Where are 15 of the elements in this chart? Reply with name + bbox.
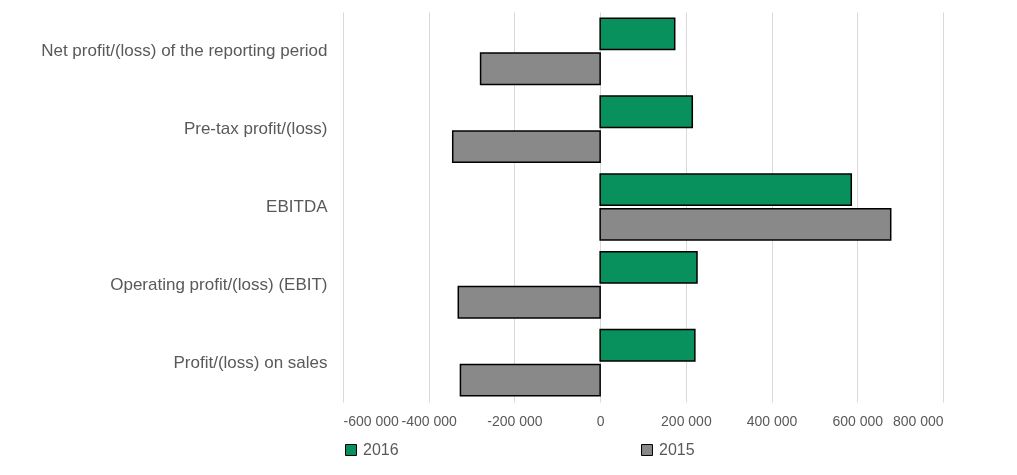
x-tick-label: -200 000 (487, 412, 543, 429)
y-tick-label: Operating profit/(loss) (EBIT) (110, 274, 328, 294)
y-tick-label: Net profit/(loss) of the reporting period (41, 41, 328, 61)
legend-label: 2016 (363, 441, 399, 458)
x-tick-label: -600 000 (343, 412, 399, 429)
x-tick-label: 600 000 (832, 412, 884, 429)
x-tick-label: 800 000 (892, 412, 944, 429)
y-tick-label: EBITDA (266, 197, 329, 216)
legend-label: 2015 (659, 441, 695, 458)
x-tick-label: 0 (596, 412, 605, 429)
y-tick-label: Pre-tax profit/(loss) (183, 119, 328, 139)
x-tick-label: 200 000 (661, 412, 712, 429)
x-tick-label: 400 000 (746, 412, 798, 429)
x-tick-label: -400 000 (401, 412, 458, 429)
y-tick-label: Profit/(loss) on sales (173, 352, 328, 372)
